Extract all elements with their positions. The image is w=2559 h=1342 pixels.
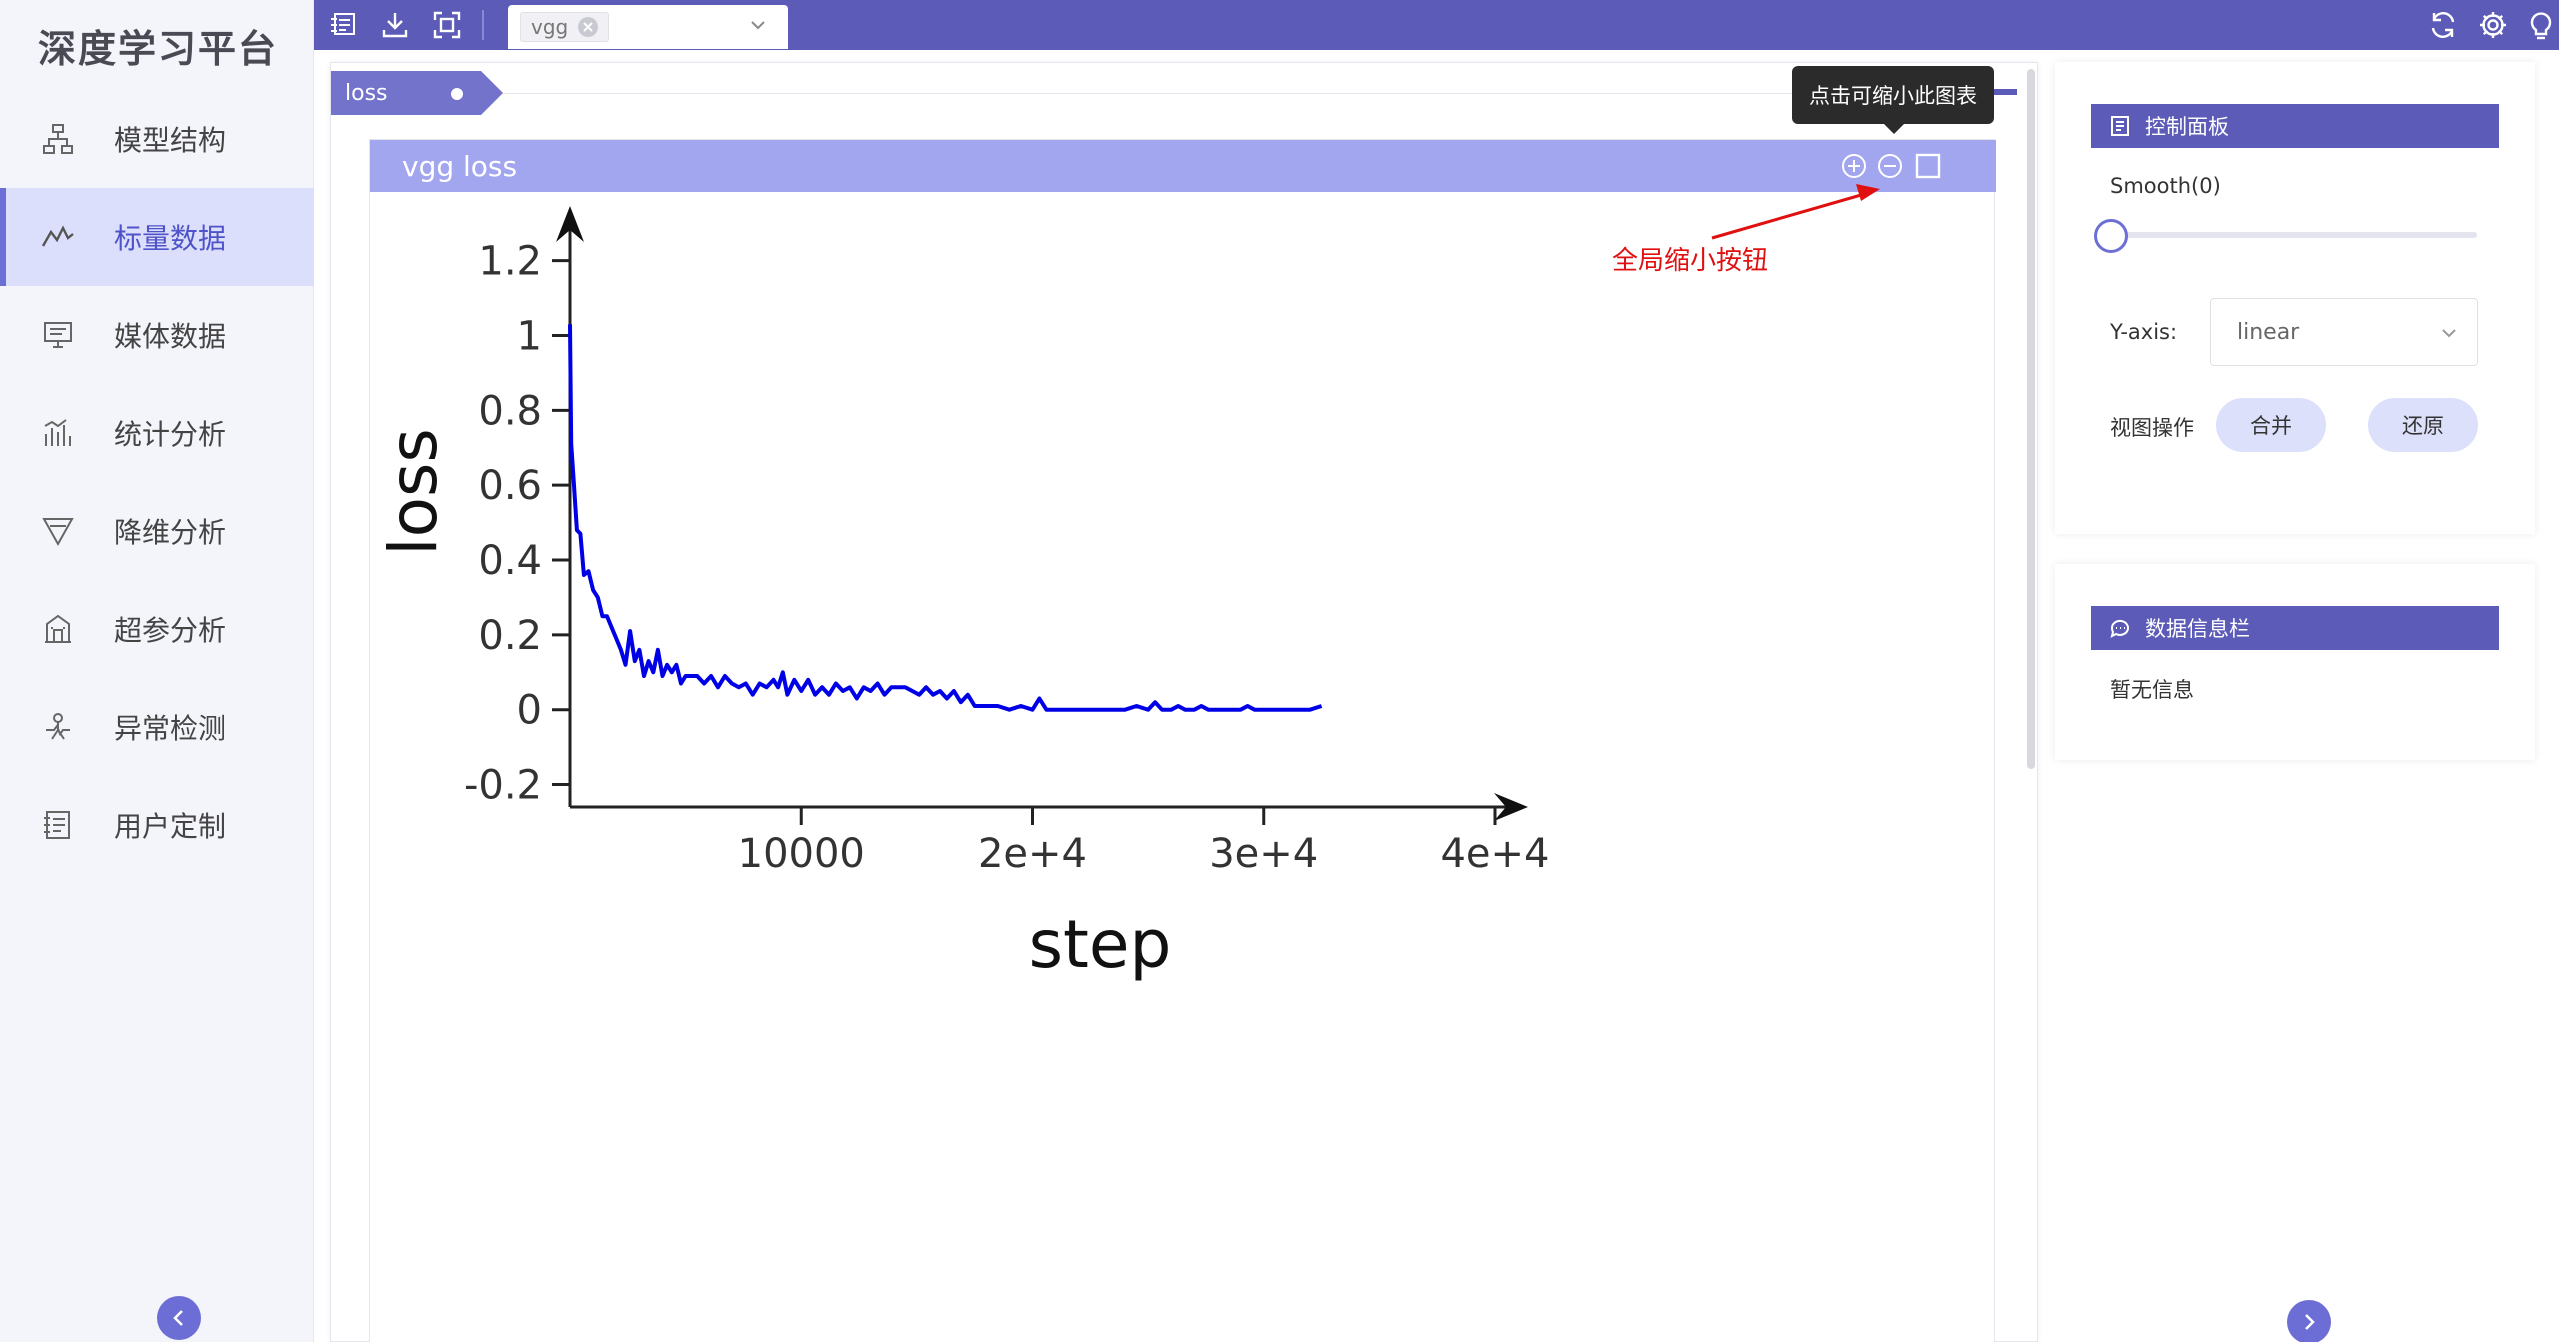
sidebar-item-label: 标量数据 <box>114 222 227 255</box>
main-panel: loss vgg loss -0.2 0 0.2 0.4 0.6 0.8 1 1.2 10000… <box>330 62 2038 1342</box>
zoom-in-button[interactable] <box>1840 152 1868 180</box>
run-tag-label: vgg <box>531 15 569 39</box>
sidebar-item-label: 模型结构 <box>114 124 227 157</box>
lightbulb-icon[interactable] <box>2524 8 2558 42</box>
custom-icon <box>38 807 78 843</box>
collapse-sidebar-button[interactable] <box>157 1296 201 1340</box>
x-axis-arrow <box>1494 793 1528 821</box>
chevron-down-icon <box>2439 323 2459 349</box>
zoom-in-icon <box>1842 154 1866 178</box>
annotation-label: 全局缩小按钮 <box>1612 246 1769 276</box>
yaxis-select[interactable]: linear <box>2210 298 2478 366</box>
square-icon <box>1915 153 1941 179</box>
sidebar-item-label: 降维分析 <box>114 516 227 549</box>
y-tick-label: 0.6 <box>478 463 542 509</box>
y-axis-arrow <box>556 206 584 242</box>
sidebar-item-label: 统计分析 <box>114 418 227 451</box>
sidebar-item-hyperparams[interactable]: 超参分析 <box>0 580 314 678</box>
sidebar-item-label: 媒体数据 <box>114 320 227 353</box>
sidebar-item-anomaly[interactable]: 异常检测 <box>0 678 314 776</box>
sidebar-item-statistics[interactable]: 统计分析 <box>0 384 314 482</box>
zoom-out-icon <box>1878 154 1902 178</box>
maximize-button[interactable] <box>1914 152 1942 180</box>
yaxis-label: Y-axis: <box>2110 320 2178 344</box>
control-panel-title: 控制面板 <box>2145 115 2229 139</box>
chart-title: vgg loss <box>402 149 518 183</box>
close-icon <box>583 22 593 32</box>
zoom-out-button[interactable] <box>1876 152 1904 180</box>
building-icon <box>38 611 78 647</box>
sidebar-item-dim-reduction[interactable]: 降维分析 <box>0 482 314 580</box>
restore-button[interactable]: 还原 <box>2368 398 2478 452</box>
run-tag: vgg <box>520 12 610 42</box>
toolbar-divider <box>482 10 484 40</box>
sidebar-item-custom[interactable]: 用户定制 <box>0 776 314 874</box>
scalar-chart-icon <box>38 219 78 255</box>
tag-divider <box>503 93 2013 94</box>
tag-tab-dot <box>451 88 463 100</box>
info-panel: 数据信息栏 暂无信息 <box>2055 564 2535 760</box>
x-tick-label: 10000 <box>738 831 865 877</box>
fullscreen-icon[interactable] <box>430 8 464 42</box>
smooth-label: Smooth(0) <box>2110 174 2221 198</box>
download-icon[interactable] <box>378 8 412 42</box>
y-axis-label: loss <box>375 428 452 556</box>
sidebar-item-label: 超参分析 <box>114 614 227 647</box>
x-tick-label: 3e+4 <box>1209 831 1318 877</box>
sidebar-item-media-data[interactable]: 媒体数据 <box>0 286 314 384</box>
sidebar-item-model-structure[interactable]: 模型结构 <box>0 90 314 188</box>
chevron-right-icon <box>2305 1314 2315 1330</box>
gear-icon[interactable] <box>2476 8 2510 42</box>
layers-icon[interactable] <box>326 8 360 42</box>
control-panel-icon <box>2111 116 2129 136</box>
x-axis-label: step <box>1029 906 1172 983</box>
chevron-left-icon <box>173 1310 183 1326</box>
main-scrollbar[interactable] <box>2027 69 2035 769</box>
control-panel-header: 控制面板 <box>2091 104 2499 148</box>
x-tick-label: 4e+4 <box>1440 831 1549 877</box>
y-tick-label: -0.2 <box>464 763 542 809</box>
sidebar: 深度学习平台 模型结构 标量数据 媒体数据 <box>0 0 314 1342</box>
y-tick-label: 1 <box>517 313 542 359</box>
chart-card: vgg loss -0.2 0 0.2 0.4 0.6 0.8 1 1.2 10000 2e+4 3… <box>369 139 1996 1342</box>
y-tick-label: 1.2 <box>478 239 542 285</box>
smooth-slider-thumb[interactable] <box>2094 219 2128 253</box>
run-tag-close-button[interactable] <box>578 17 599 37</box>
info-empty-text: 暂无信息 <box>2110 678 2194 702</box>
model-structure-icon <box>38 121 78 157</box>
smooth-slider-track[interactable] <box>2097 232 2477 238</box>
y-tick-label: 0.8 <box>478 388 542 434</box>
info-panel-header: 数据信息栏 <box>2091 606 2499 650</box>
anomaly-icon <box>38 709 78 745</box>
x-tick-label: 2e+4 <box>978 831 1087 877</box>
loss-series-line <box>568 324 1323 712</box>
sidebar-item-label: 用户定制 <box>114 810 227 843</box>
zoom-out-tooltip: 点击可缩小此图表 <box>1792 66 1994 134</box>
chart-header: vgg loss <box>370 140 1996 192</box>
app-title: 深度学习平台 <box>38 27 279 71</box>
y-tick-label: 0 <box>517 688 542 734</box>
y-tick-label: 0.4 <box>478 538 542 584</box>
funnel-icon <box>38 513 78 549</box>
chevron-down-icon <box>748 15 768 39</box>
collapse-right-panel-button[interactable] <box>2287 1300 2331 1342</box>
yaxis-select-value: linear <box>2237 319 2300 345</box>
refresh-icon[interactable] <box>2426 8 2460 42</box>
run-select[interactable]: vgg <box>508 5 788 49</box>
sidebar-nav: 模型结构 标量数据 媒体数据 统计分析 <box>0 90 314 874</box>
statistics-icon <box>38 415 78 451</box>
loss-chart[interactable]: -0.2 0 0.2 0.4 0.6 0.8 1 1.2 10000 2e+4 3e+4 4e+4 st… <box>370 192 1996 1342</box>
merge-button[interactable]: 合并 <box>2216 398 2326 452</box>
info-panel-title: 数据信息栏 <box>2145 617 2250 641</box>
chat-bubble-icon <box>2110 619 2129 638</box>
tag-tab-loss[interactable]: loss <box>331 71 503 115</box>
media-monitor-icon <box>38 317 78 353</box>
view-ops-label: 视图操作 <box>2110 416 2194 440</box>
tag-tab-label: loss <box>345 80 388 106</box>
y-tick-label: 0.2 <box>478 613 542 659</box>
sidebar-item-scalar-data[interactable]: 标量数据 <box>0 188 314 286</box>
sidebar-item-label: 异常检测 <box>114 712 227 745</box>
top-toolbar: vgg <box>314 0 2559 50</box>
